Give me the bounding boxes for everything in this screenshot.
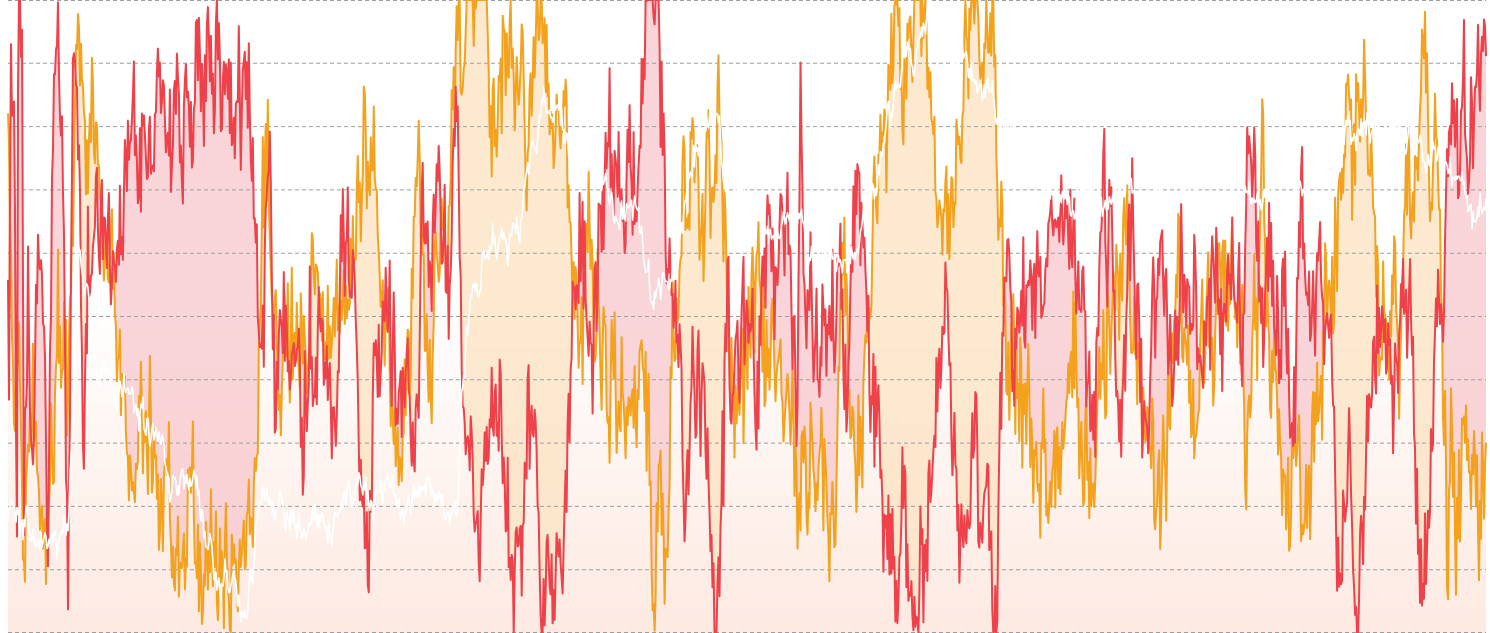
series-line-2	[7, 0, 1487, 624]
series-lines	[7, 0, 1487, 633]
series-line-0	[7, 0, 1487, 633]
